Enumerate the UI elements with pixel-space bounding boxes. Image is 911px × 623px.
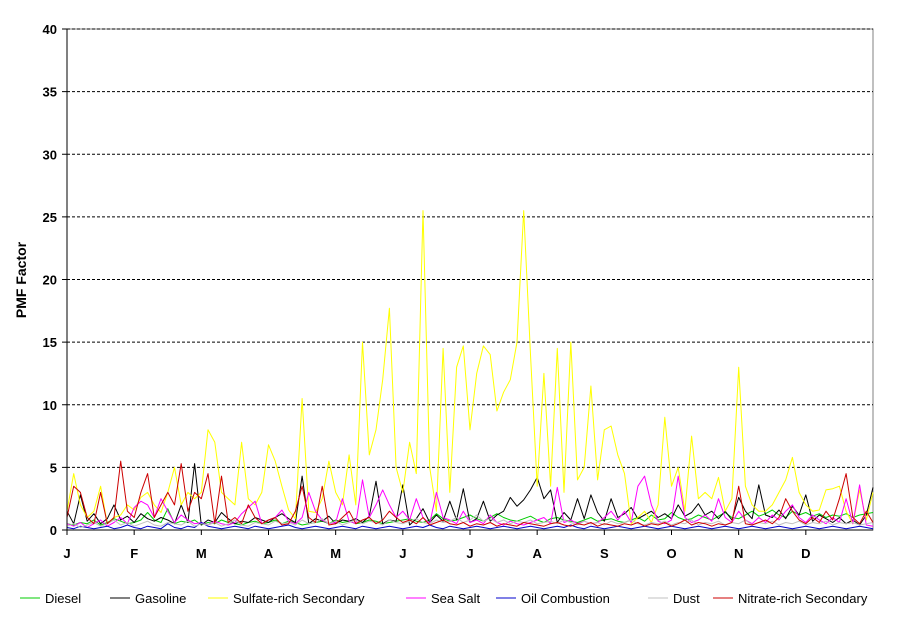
series-line-nitrate-rich-secondary — [66, 460, 874, 527]
y-tick-label: 35 — [43, 85, 57, 100]
legend-label-oil-combustion: Oil Combustion — [521, 591, 610, 606]
x-tick-label-month: M — [330, 546, 341, 561]
legend-label-sulfate-rich-secondary: Sulfate-rich Secondary — [233, 591, 365, 606]
x-tick-label-month: F — [130, 546, 138, 561]
x-tick-label-month: O — [666, 546, 676, 561]
y-tick-label: 0 — [50, 523, 57, 538]
y-axis-label: PMF Factor — [13, 241, 29, 318]
x-tick-label-month: J — [399, 546, 406, 561]
legend-label-diesel: Diesel — [45, 591, 81, 606]
x-tick-label-month: A — [532, 546, 542, 561]
x-tick-label-month: M — [196, 546, 207, 561]
x-tick-label-month: A — [264, 546, 274, 561]
series-lines — [66, 210, 874, 530]
x-tick-label-month: D — [801, 546, 810, 561]
x-tick-label-month: J — [63, 546, 70, 561]
legend-label-sea-salt: Sea Salt — [431, 591, 481, 606]
y-tick-label: 40 — [43, 22, 57, 37]
series-line-sulfate-rich-secondary — [66, 210, 874, 525]
y-tick-label: 30 — [43, 147, 57, 162]
y-tick-label: 20 — [43, 273, 57, 288]
y-tick-label: 10 — [43, 398, 57, 413]
series-line-oil-combustion — [66, 522, 874, 530]
legend-label-dust: Dust — [673, 591, 700, 606]
legend-label-nitrate-rich-secondary: Nitrate-rich Secondary — [738, 591, 868, 606]
x-tick-label-month: S — [600, 546, 609, 561]
grid-lines — [67, 28, 873, 468]
y-tick-label: 15 — [43, 335, 57, 350]
series-line-dust — [66, 514, 874, 528]
y-tick-label: 25 — [43, 210, 57, 225]
legend-label-gasoline: Gasoline — [135, 591, 186, 606]
axes: 0 5 10 15 20 25 30 35 40 J F M A M J J A S O N D — [43, 22, 873, 561]
x-tick-label-month: N — [734, 546, 743, 561]
y-tick-label: 5 — [50, 460, 57, 475]
legend: Diesel Gasoline Sulfate-rich Secondary Sea … — [20, 591, 868, 606]
x-tick-label-month: J — [466, 546, 473, 561]
